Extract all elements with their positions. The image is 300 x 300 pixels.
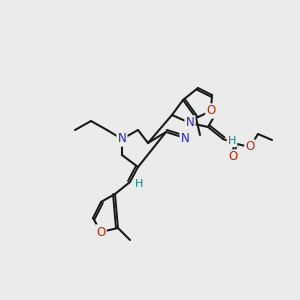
Text: O: O	[228, 151, 238, 164]
Text: O: O	[206, 104, 216, 118]
Text: N: N	[181, 131, 189, 145]
Text: N: N	[186, 116, 194, 130]
Text: N: N	[118, 133, 126, 146]
Text: O: O	[96, 226, 106, 238]
Text: H: H	[228, 136, 236, 146]
Text: O: O	[245, 140, 255, 154]
Text: H: H	[135, 179, 143, 189]
